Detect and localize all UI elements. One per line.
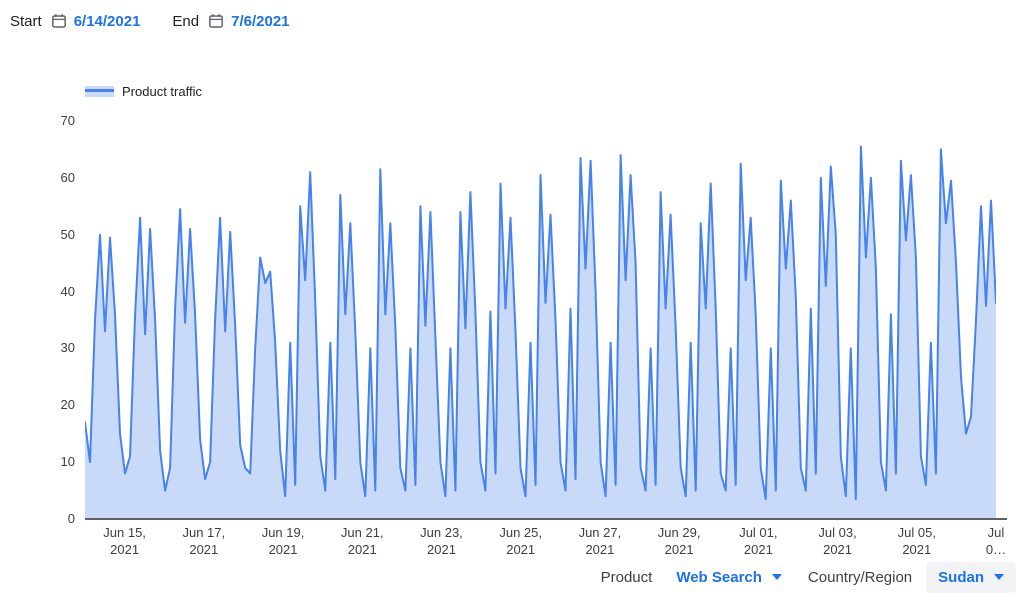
x-axis-label: Jun 25, 2021	[499, 525, 543, 557]
x-axis-label: Jun 23, 2021	[420, 525, 463, 557]
x-axis-label: Jun 27, 2021	[578, 525, 622, 557]
x-axis-label: Jul 01, 2021	[739, 525, 778, 557]
x-axis-label: Jul 0…	[985, 525, 1007, 557]
start-date-link[interactable]: 6/14/2021	[73, 12, 141, 30]
y-axis-label: 10	[60, 454, 75, 470]
x-axis-label: Jun 17, 2021	[182, 525, 226, 557]
calendar-icon[interactable]	[51, 13, 67, 29]
x-axis-line	[85, 518, 1007, 520]
y-axis-label: 50	[60, 226, 75, 242]
end-date-link[interactable]: 7/6/2021	[231, 12, 290, 30]
start-label: Start	[10, 12, 42, 30]
x-axis-label: Jul 03, 2021	[818, 525, 857, 557]
legend-label: Product traffic	[122, 84, 202, 99]
calendar-icon[interactable]	[208, 13, 224, 29]
chart-plot-area[interactable]	[84, 121, 997, 519]
start-date-group: Start 6/14/2021	[10, 13, 140, 30]
chevron-down-icon	[771, 574, 782, 580]
x-axis-label: Jun 21, 2021	[340, 525, 384, 557]
end-label: End	[172, 12, 200, 30]
y-axis-label: 0	[67, 511, 75, 526]
y-axis-label: 60	[60, 169, 75, 185]
region-dropdown-value: Sudan	[938, 568, 984, 586]
chevron-down-icon	[994, 574, 1004, 580]
x-axis-label: Jun 15, 2021	[103, 525, 146, 557]
region-dropdown[interactable]: Sudan	[926, 561, 1016, 593]
product-label: Product	[600, 568, 653, 586]
y-axis-label: 70	[60, 113, 75, 128]
x-axis-label: Jun 19, 2021	[261, 525, 305, 557]
x-axis-label: Jul 05, 2021	[897, 525, 936, 557]
y-axis-label: 20	[60, 397, 75, 413]
region-label: Country/Region	[807, 568, 913, 586]
filter-bar: Product Web Search Country/Region Sudan	[601, 560, 1016, 594]
series-line	[84, 145, 997, 501]
area-chart-svg	[84, 145, 997, 519]
product-dropdown[interactable]: Web Search	[666, 563, 792, 592]
end-date-group: End 7/6/2021	[172, 13, 289, 30]
y-axis-label: 30	[60, 340, 75, 356]
y-axis-label: 40	[60, 283, 75, 299]
date-range-bar: Start 6/14/2021 End	[10, 8, 290, 34]
product-dropdown-value: Web Search	[676, 568, 762, 586]
chart-legend: Product traffic	[85, 84, 202, 99]
x-axis-label: Jun 29, 2021	[657, 525, 701, 557]
legend-swatch-icon	[85, 86, 114, 97]
